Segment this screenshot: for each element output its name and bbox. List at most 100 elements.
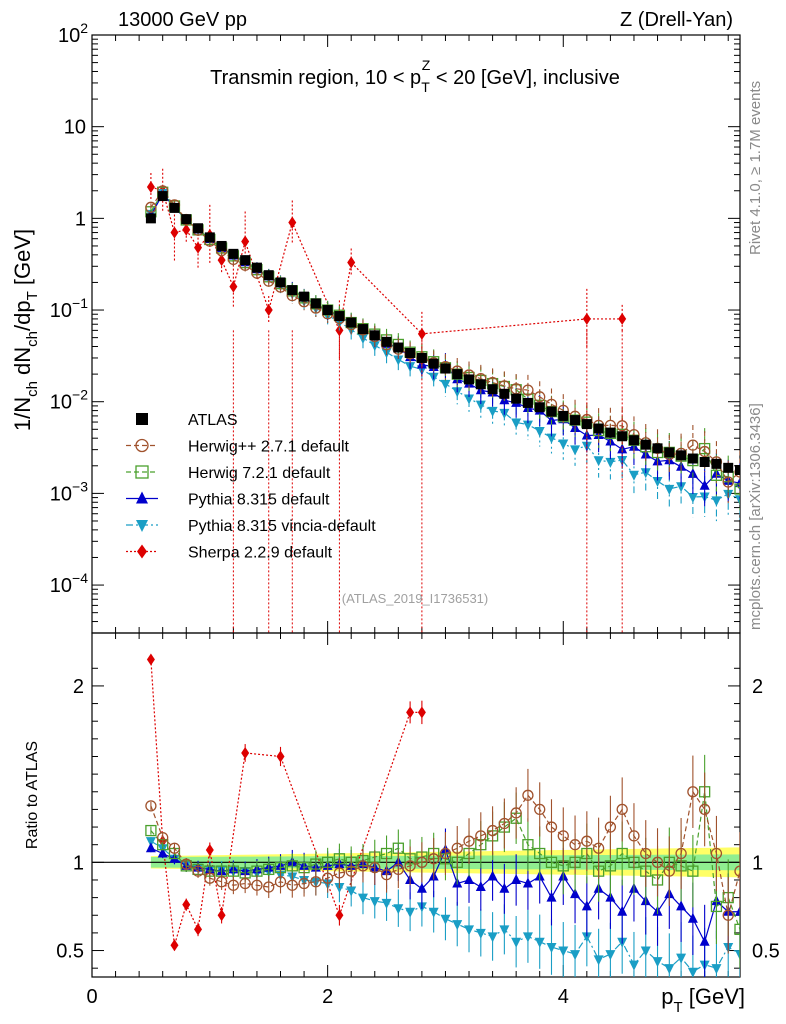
ratio-point <box>204 872 216 884</box>
atlas-point <box>522 397 533 408</box>
data-point <box>640 468 651 479</box>
ratio-point <box>522 789 534 801</box>
atlas-point <box>464 374 475 385</box>
atlas-point <box>664 447 675 458</box>
ratio-point <box>487 870 498 881</box>
ratio-point <box>146 653 155 666</box>
data-point <box>534 391 546 403</box>
atlas-point <box>193 223 204 234</box>
main-panel: 102 10 1 10−1 10−2 10−3 10−4 <box>50 20 741 634</box>
ratio-tick-label: 1 <box>73 852 84 874</box>
ratio-point <box>404 860 416 872</box>
data-point <box>735 495 740 506</box>
ratio-point <box>687 912 698 923</box>
ratio-point <box>276 750 285 763</box>
data-point <box>734 483 740 495</box>
atlas-point <box>228 248 239 259</box>
ratio-point <box>180 858 192 870</box>
ratio-point <box>581 900 592 911</box>
ratio-tick-label: 2 <box>73 676 84 698</box>
ratio-point <box>475 830 487 842</box>
ratio-point <box>157 831 169 844</box>
atlas-point <box>511 393 522 404</box>
atlas-point <box>640 439 651 450</box>
atlas-point <box>652 443 663 454</box>
ratio-point <box>511 873 522 884</box>
atlas-point <box>310 298 321 309</box>
ratio-point <box>369 897 380 908</box>
ratio-point <box>522 932 533 943</box>
mcplots-label: mcplots.cern.ch [arXiv:1306.3436] <box>747 403 764 630</box>
ratio-point <box>168 842 181 854</box>
ratio-point <box>522 839 534 851</box>
data-point <box>687 439 699 451</box>
atlas-point <box>499 388 510 399</box>
ratio-point <box>416 856 428 868</box>
ratio-point <box>676 953 687 964</box>
ratio-point <box>157 847 168 858</box>
atlas-point <box>452 369 463 380</box>
ratio-point <box>640 946 651 957</box>
ratio-point <box>145 824 157 837</box>
ratio-point <box>369 861 381 874</box>
ratio-point <box>357 893 368 904</box>
atlas-point <box>605 427 616 438</box>
ratio-point <box>487 932 498 943</box>
legend-label: Pythia 8.315 vincia-default <box>188 518 376 535</box>
data-point <box>605 457 616 468</box>
data-point <box>393 355 404 366</box>
atlas-point <box>546 406 557 417</box>
ratio-point <box>534 937 545 948</box>
ratio-frame <box>91 632 741 978</box>
data-point <box>511 418 522 429</box>
ratio-point <box>263 881 275 893</box>
ratio-point <box>498 817 511 830</box>
ratio-point <box>486 824 499 837</box>
ratio-point <box>569 839 581 851</box>
ratio-point <box>628 830 640 842</box>
ratio-series <box>145 653 740 977</box>
ratio-point <box>534 847 546 860</box>
ratio-point <box>263 863 275 876</box>
header-right: Z (Drell-Yan) <box>620 9 733 31</box>
data-point <box>710 469 723 481</box>
atlas-point <box>251 262 262 273</box>
atlas-point <box>357 324 368 335</box>
ratio-point <box>145 800 157 812</box>
ratio-point <box>464 873 475 884</box>
data-point <box>464 394 475 405</box>
ratio-point <box>215 876 228 888</box>
ratio-point <box>145 837 156 848</box>
chart-title: Transmin region, 10 < pTZ < 20 [GeV], in… <box>210 57 620 95</box>
ratio-point <box>170 939 179 952</box>
ratio-point <box>710 900 723 913</box>
rivet-label: Rivet 4.1.0, ≥ 1.7M events <box>747 81 764 255</box>
ratio-point <box>617 905 628 916</box>
ratio-point <box>557 830 569 842</box>
ratio-point <box>687 865 699 877</box>
ratio-point <box>581 932 592 943</box>
ratio-point <box>558 946 569 957</box>
atlas-point <box>440 363 451 374</box>
atlas-point <box>263 270 274 281</box>
ratio-point <box>286 879 298 891</box>
ratio-point <box>217 909 226 922</box>
atlas-point <box>369 330 380 341</box>
ratio-point <box>699 803 711 816</box>
ratio-point <box>499 882 510 893</box>
ratio-point <box>392 863 404 876</box>
ratio-point <box>227 879 240 891</box>
data-point <box>722 476 734 488</box>
atlas-point <box>687 453 698 464</box>
ratio-point <box>616 847 628 860</box>
atlas-point <box>287 285 298 296</box>
ratio-point <box>251 879 263 891</box>
data-point <box>487 406 498 417</box>
data-point <box>699 445 711 458</box>
legend-marker <box>137 544 147 559</box>
ratio-point <box>675 847 687 860</box>
atlas-point <box>711 458 722 469</box>
ratio-point <box>405 907 416 918</box>
data-point <box>546 414 557 425</box>
y-tick-label: 10−2 <box>50 387 88 414</box>
